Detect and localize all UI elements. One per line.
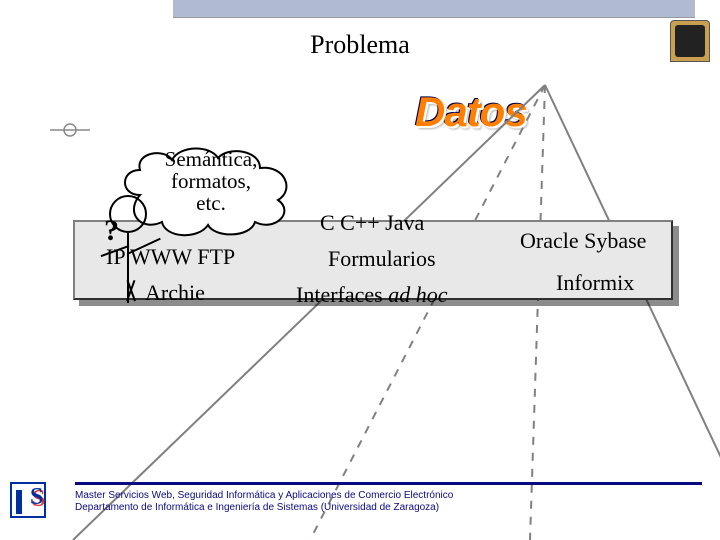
footer-rule <box>75 482 702 485</box>
cloud-line3: etc. <box>196 191 226 215</box>
footer-line1: Master Servicios Web, Seguridad Informát… <box>75 490 453 501</box>
label-oracle-sybase: Oracle Sybase <box>520 228 646 254</box>
label-formularios: Formularios <box>328 246 436 272</box>
label-c-cpp-java: C C++ Java <box>320 210 424 236</box>
label-informix: Informix <box>556 270 634 296</box>
datos-heading: Datos <box>415 88 527 136</box>
label-adhoc-text: ad hoc <box>388 282 447 307</box>
footer-line2: Departamento de Informática e Ingeniería… <box>75 502 439 513</box>
cloud-line1: Semántica, <box>165 147 258 171</box>
cloud-line2: formatos, <box>171 169 251 193</box>
header-bar <box>173 0 695 18</box>
footer-text: Master Servicios Web, Seguridad Informát… <box>75 490 453 513</box>
label-interfaces-adhoc: Interfaces ad hoc <box>296 282 447 308</box>
page-title: Problema <box>0 30 720 60</box>
person-icon <box>95 195 165 395</box>
label-interfaces-text: Interfaces <box>296 282 388 307</box>
dept-logo: S <box>10 482 62 530</box>
